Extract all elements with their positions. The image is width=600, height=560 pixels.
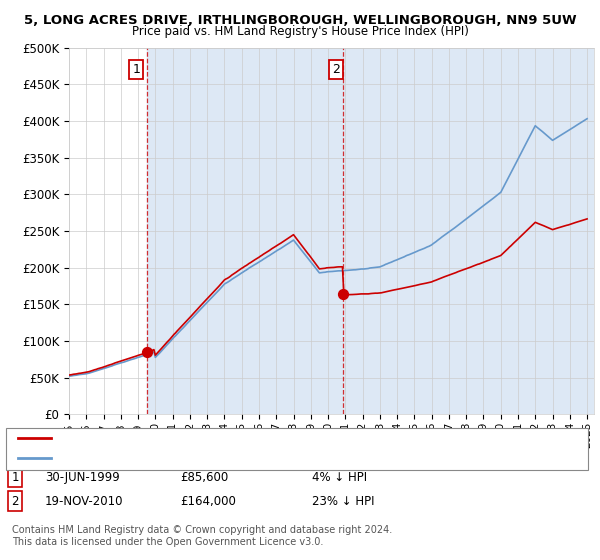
- Text: 30-JUN-1999: 30-JUN-1999: [45, 470, 120, 484]
- Point: [338, 290, 348, 298]
- Text: 2: 2: [11, 494, 19, 508]
- Text: 1: 1: [11, 470, 19, 484]
- Text: 1: 1: [133, 63, 140, 76]
- Text: 5, LONG ACRES DRIVE, IRTHLINGBOROUGH, WELLINGBOROUGH, NN9 5UW: 5, LONG ACRES DRIVE, IRTHLINGBOROUGH, WE…: [23, 14, 577, 27]
- Text: 5, LONG ACRES DRIVE, IRTHLINGBOROUGH, WELLINGBOROUGH, NN9 5UW (detached ho: 5, LONG ACRES DRIVE, IRTHLINGBOROUGH, WE…: [57, 433, 518, 444]
- Text: Contains HM Land Registry data © Crown copyright and database right 2024.
This d: Contains HM Land Registry data © Crown c…: [12, 525, 392, 547]
- Bar: [147, 48, 596, 414]
- Text: 19-NOV-2010: 19-NOV-2010: [45, 494, 124, 508]
- Text: 2: 2: [332, 63, 340, 76]
- Text: Price paid vs. HM Land Registry's House Price Index (HPI): Price paid vs. HM Land Registry's House …: [131, 25, 469, 38]
- Text: HPI: Average price, detached house, North Northamptonshire: HPI: Average price, detached house, Nort…: [57, 452, 377, 463]
- Text: £164,000: £164,000: [180, 494, 236, 508]
- Text: £85,600: £85,600: [180, 470, 228, 484]
- Point: [142, 347, 152, 356]
- Text: 4% ↓ HPI: 4% ↓ HPI: [312, 470, 367, 484]
- Text: 23% ↓ HPI: 23% ↓ HPI: [312, 494, 374, 508]
